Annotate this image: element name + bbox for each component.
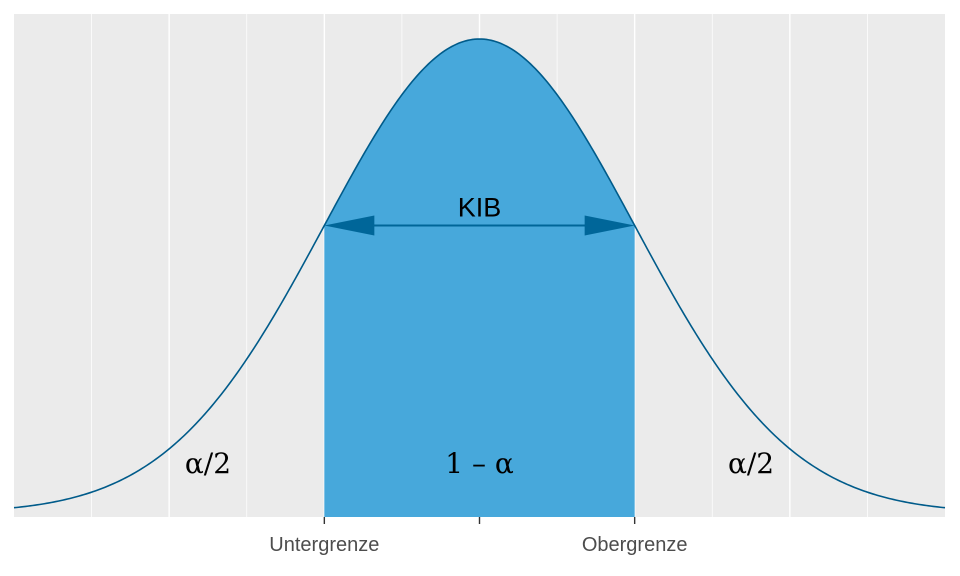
right-tail-label: α/2 bbox=[728, 447, 774, 480]
central-area-fill bbox=[324, 39, 635, 517]
center-area-label: 1 – α bbox=[445, 447, 514, 480]
arrow-head-left bbox=[324, 215, 375, 236]
grid-lines bbox=[91, 14, 868, 517]
x-tick-label: Obergrenze bbox=[582, 534, 688, 556]
left-tail-label: α/2 bbox=[185, 447, 231, 480]
x-tick-label: Untergrenze bbox=[269, 534, 379, 556]
density-curve bbox=[13, 38, 946, 509]
interval-width-arrow bbox=[324, 215, 635, 236]
interval-width-label: KIB bbox=[458, 193, 502, 223]
arrow-head-right bbox=[584, 215, 635, 236]
x-axis-ticks: Untergrenze Obergrenze bbox=[269, 517, 687, 556]
